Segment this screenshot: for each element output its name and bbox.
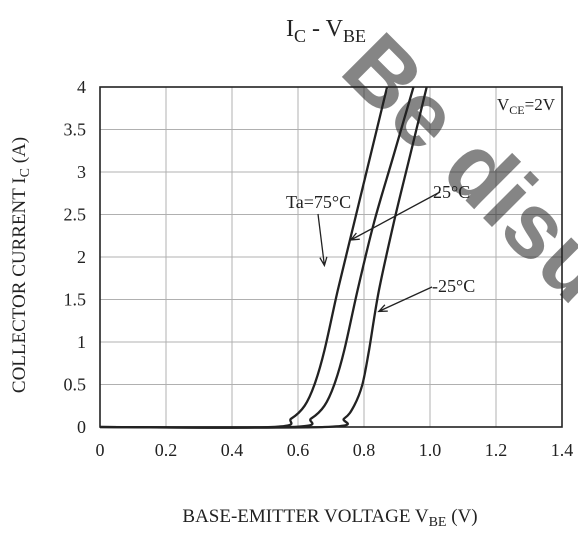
y-tick-label: 3 [77,162,86,182]
x-tick-label: 0.2 [155,440,178,460]
x-tick-label: 0.4 [221,440,244,460]
y-tick-label: 2 [77,247,86,267]
x-axis-label-sub: BE [429,515,447,530]
annotation-label-minus25c: -25°C [432,276,475,296]
y-axis-label-unit: (A) [9,137,30,168]
y-axis-label: COLLECTOR CURRENT IC (A) [9,137,33,393]
title-main: I [286,16,294,42]
condition-label: VCE=2V [497,95,556,117]
x-tick-label: 0.8 [353,440,376,460]
annotation-arrow-75c [317,213,328,268]
y-tick-label: 0 [77,417,86,437]
title-subscript-be: BE [343,26,366,46]
x-tick-label: 1.0 [419,440,442,460]
x-tick-label: 0 [96,440,105,460]
y-tick-label: 1.5 [64,290,87,310]
y-axis-label-sub: C [18,168,33,177]
x-tick-label: 1.2 [485,440,508,460]
y-tick-label: 3.5 [64,120,87,140]
tick-labels: 0 0.2 0.4 0.6 0.8 1.0 1.2 1.4 0 0.5 1 1.5 2 2.5 3 3.5 4 [64,77,574,460]
condition-sub: CE [509,103,524,117]
chart-title: IC - VBE [286,16,366,46]
annotation-arrow-25c [349,191,441,241]
title-dash: - V [306,16,344,42]
x-tick-label: 0.6 [287,440,310,460]
title-subscript-c: C [294,26,306,46]
x-axis-label-unit: (V) [446,506,477,527]
y-tick-label: 2.5 [64,205,87,225]
grid [100,87,562,427]
y-tick-label: 1 [77,332,86,352]
condition-prefix: V [497,95,510,114]
plot-frame [99,86,563,428]
annotation-label-25c: 25°C [433,182,470,202]
x-axis-label-main: BASE-EMITTER VOLTAGE V [182,506,428,527]
annotations: Ta=75°C 25°C -25°C [286,182,475,313]
y-tick-label: 4 [77,77,86,97]
y-tick-label: 0.5 [64,375,87,395]
y-axis-label-main: COLLECTOR CURRENT I [9,177,30,393]
condition-value: =2V [525,95,556,114]
annotation-label-75c: Ta=75°C [286,192,351,212]
x-axis-label: BASE-EMITTER VOLTAGE VBE (V) [182,506,477,530]
x-tick-label: 1.4 [551,440,574,460]
annotation-arrow-minus25c [377,286,433,313]
